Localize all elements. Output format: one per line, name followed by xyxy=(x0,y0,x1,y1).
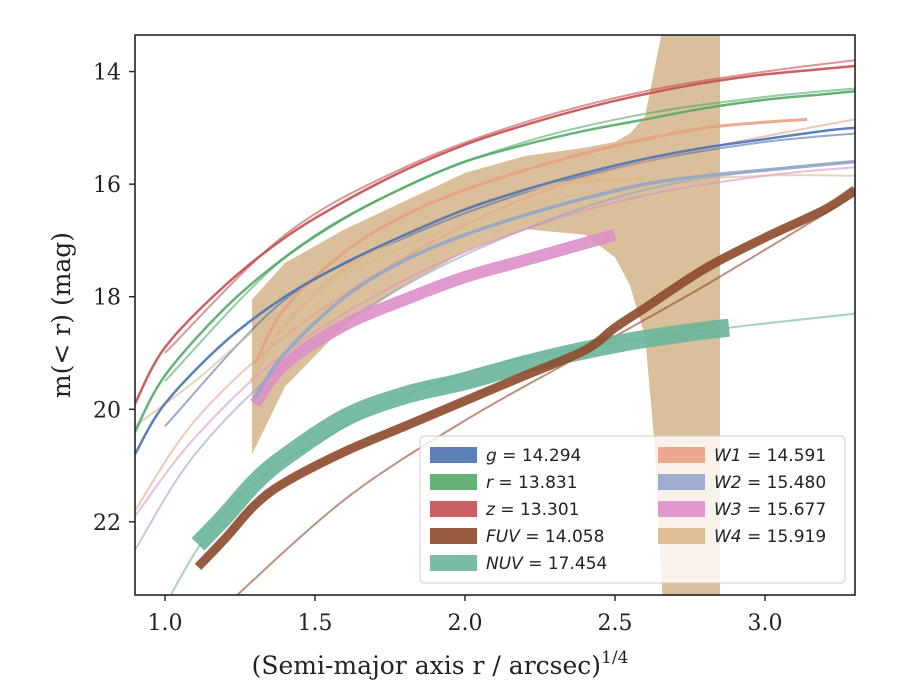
series-line-z xyxy=(135,64,855,405)
x-tick-label: 2.0 xyxy=(448,611,483,636)
series-line-fuv xyxy=(194,186,855,571)
x-tick-label: 1.0 xyxy=(148,611,183,636)
y-tick-label: 18 xyxy=(93,286,121,311)
legend-swatch-z xyxy=(430,501,477,517)
series-line-w1 xyxy=(253,117,808,365)
legend-swatch-fuv xyxy=(430,528,477,544)
legend-label-w2: W2 = 15.480 xyxy=(714,473,826,493)
series-line-w3 xyxy=(250,229,617,408)
legend: g = 14.294 r = 13.831 z = 13.301 FUV = 14.0… xyxy=(419,435,846,584)
legend-label-z: z = 13.301 xyxy=(485,500,579,520)
x-tick-label: 1.5 xyxy=(298,611,333,636)
legend-items: g = 14.294 r = 13.831 z = 13.301 FUV = 14.0… xyxy=(430,446,826,574)
legend-label-nuv: NUV = 17.454 xyxy=(486,554,607,574)
legend-swatch-nuv xyxy=(430,555,477,571)
legend-label-w3: W3 = 15.677 xyxy=(714,500,826,520)
y-axis-ticks: 14 16 18 20 22 xyxy=(93,61,135,536)
legend-label-fuv: FUV = 14.058 xyxy=(486,527,604,547)
model-curve-g xyxy=(164,132,855,427)
x-axis-label-sup: 1/4 xyxy=(601,648,628,668)
legend-label-g: g = 14.294 xyxy=(486,446,581,466)
y-tick-label: 14 xyxy=(93,61,121,86)
model-curve-fuv xyxy=(235,194,855,595)
legend-label-r: r = 13.831 xyxy=(486,473,578,493)
x-axis-ticks: 1.0 1.5 2.0 2.5 3.0 xyxy=(148,595,783,636)
x-axis-label: (Semi-major axis r / arcsec)1/4 xyxy=(252,648,629,680)
legend-box xyxy=(419,435,846,584)
y-axis-label: m(< r) (mag) xyxy=(47,232,76,398)
legend-swatch-w3 xyxy=(658,501,705,517)
x-tick-label: 3.0 xyxy=(748,611,783,636)
series-line-nuv xyxy=(191,318,730,551)
legend-label-w1: W1 = 14.591 xyxy=(714,446,826,466)
w4-uncertainty-band-layer xyxy=(252,35,720,595)
model-curve-z xyxy=(164,59,855,354)
model-curve-w4 xyxy=(135,174,855,428)
legend-label-w4: W4 = 15.919 xyxy=(714,527,826,547)
w4-uncertainty-band xyxy=(252,35,720,595)
legend-swatch-w2 xyxy=(658,474,705,490)
model-curve-w3 xyxy=(135,166,855,517)
series-line-w2 xyxy=(253,159,855,399)
y-tick-label: 22 xyxy=(93,511,121,536)
series-line-r xyxy=(135,90,855,433)
series-layer xyxy=(135,64,855,571)
series-line-g xyxy=(135,126,855,455)
y-tick-label: 20 xyxy=(93,398,121,423)
y-tick-label: 16 xyxy=(93,173,121,198)
legend-swatch-w1 xyxy=(658,447,705,463)
x-tick-label: 2.5 xyxy=(598,611,633,636)
legend-swatch-w4 xyxy=(658,528,705,544)
legend-swatch-g xyxy=(430,447,477,463)
legend-swatch-r xyxy=(430,474,477,490)
plot-frame xyxy=(134,34,856,596)
x-axis-label-text: (Semi-major axis r / arcsec) xyxy=(252,651,601,680)
